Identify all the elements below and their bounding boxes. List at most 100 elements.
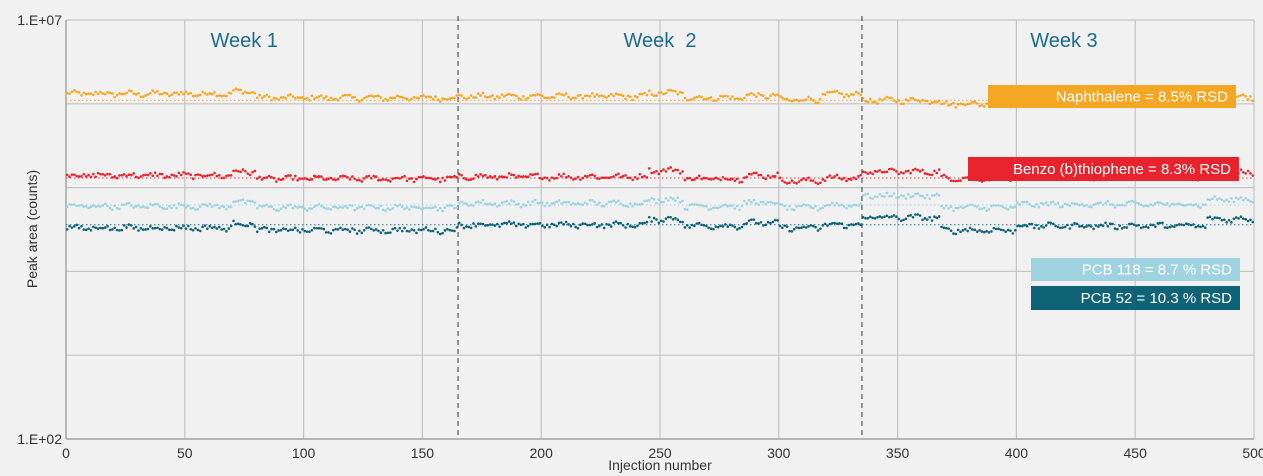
data-point bbox=[1004, 230, 1008, 233]
data-point bbox=[664, 91, 668, 95]
data-point bbox=[1130, 199, 1133, 203]
data-point bbox=[1239, 168, 1243, 171]
data-point bbox=[282, 95, 285, 99]
data-point bbox=[367, 226, 371, 229]
data-point bbox=[552, 201, 556, 205]
data-point bbox=[726, 204, 730, 208]
data-point bbox=[586, 94, 589, 97]
data-point bbox=[911, 194, 915, 198]
data-point bbox=[101, 172, 105, 176]
y-axis-label: Peak area (counts) bbox=[24, 170, 40, 288]
data-point bbox=[77, 175, 81, 178]
data-point bbox=[453, 96, 456, 100]
series-label-box bbox=[1031, 258, 1240, 281]
data-point bbox=[434, 227, 437, 231]
data-point bbox=[536, 222, 539, 225]
data-point bbox=[296, 96, 299, 99]
data-point bbox=[645, 220, 649, 224]
data-point bbox=[567, 95, 570, 99]
data-point bbox=[716, 97, 720, 101]
data-point bbox=[229, 224, 233, 228]
data-point bbox=[336, 206, 340, 210]
data-point bbox=[1099, 223, 1103, 227]
data-point bbox=[438, 206, 442, 210]
data-point bbox=[833, 221, 836, 225]
data-point bbox=[253, 201, 257, 204]
data-point bbox=[619, 202, 623, 206]
data-point bbox=[643, 199, 646, 203]
data-point bbox=[80, 94, 83, 97]
data-point bbox=[436, 209, 440, 212]
data-point bbox=[949, 229, 953, 233]
data-point bbox=[132, 172, 136, 175]
data-point bbox=[961, 102, 965, 106]
data-point bbox=[1016, 224, 1019, 228]
x-tick-label: 250 bbox=[648, 445, 672, 461]
data-point bbox=[1175, 223, 1179, 227]
data-point bbox=[626, 94, 630, 97]
data-point bbox=[213, 225, 216, 229]
data-point bbox=[526, 200, 530, 204]
data-point bbox=[422, 227, 425, 231]
data-point bbox=[163, 176, 166, 180]
data-point bbox=[607, 176, 611, 180]
data-point bbox=[149, 91, 152, 95]
data-point bbox=[346, 228, 349, 232]
data-point bbox=[923, 217, 927, 220]
data-point bbox=[726, 225, 730, 228]
data-point bbox=[975, 205, 979, 208]
data-point bbox=[555, 200, 558, 203]
data-point bbox=[384, 209, 387, 213]
data-point bbox=[648, 167, 651, 170]
data-point bbox=[593, 221, 596, 225]
x-tick-label: 400 bbox=[1005, 445, 1029, 461]
data-point bbox=[1089, 225, 1093, 228]
data-point bbox=[719, 224, 722, 228]
data-point bbox=[198, 93, 202, 97]
data-point bbox=[324, 95, 328, 98]
data-point bbox=[766, 97, 770, 100]
data-point bbox=[709, 227, 713, 231]
data-point bbox=[386, 231, 390, 235]
data-point bbox=[389, 180, 392, 183]
data-point bbox=[1049, 201, 1053, 204]
data-point bbox=[194, 208, 197, 211]
data-point bbox=[1163, 203, 1167, 207]
data-point bbox=[600, 94, 604, 97]
data-point bbox=[617, 172, 620, 176]
week-label: Week 2 bbox=[624, 30, 697, 52]
data-point bbox=[92, 172, 95, 176]
data-point bbox=[745, 222, 749, 225]
data-point bbox=[631, 98, 634, 102]
data-point bbox=[232, 89, 235, 92]
data-point bbox=[125, 226, 128, 229]
data-point bbox=[964, 103, 967, 107]
data-point bbox=[1035, 223, 1038, 227]
data-point bbox=[864, 193, 867, 196]
data-point bbox=[906, 214, 910, 218]
data-point bbox=[671, 197, 675, 201]
data-point bbox=[177, 226, 181, 229]
data-point bbox=[847, 204, 851, 208]
data-point bbox=[106, 172, 109, 176]
data-point bbox=[645, 199, 649, 203]
data-point bbox=[244, 169, 247, 173]
data-point bbox=[332, 178, 335, 181]
data-point bbox=[1011, 232, 1015, 235]
data-point bbox=[1009, 229, 1012, 232]
data-point bbox=[132, 92, 136, 95]
data-point bbox=[752, 198, 756, 202]
data-point bbox=[175, 206, 178, 210]
data-point bbox=[103, 174, 107, 177]
data-point bbox=[954, 106, 958, 109]
data-point bbox=[343, 93, 347, 97]
data-point bbox=[270, 205, 273, 208]
data-point bbox=[277, 209, 280, 212]
data-point bbox=[816, 209, 820, 212]
data-point bbox=[571, 201, 575, 205]
data-point bbox=[816, 101, 820, 105]
data-point bbox=[229, 92, 233, 95]
data-point bbox=[1051, 200, 1055, 204]
data-point bbox=[659, 169, 663, 173]
data-point bbox=[96, 171, 100, 175]
